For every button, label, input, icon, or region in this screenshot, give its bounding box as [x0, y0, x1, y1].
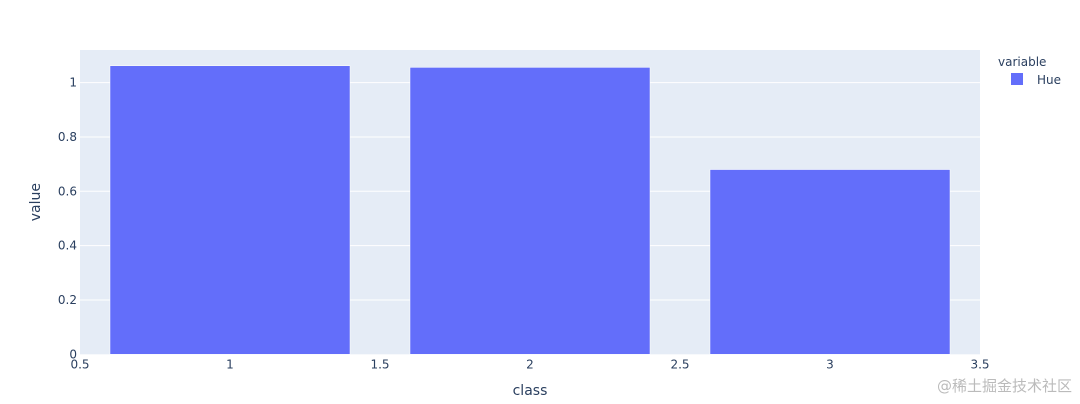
x-tick-label: 3 [826, 357, 834, 371]
bar [709, 169, 951, 355]
x-axis-title: class [513, 383, 548, 399]
y-tick-label: 0 [69, 347, 77, 361]
x-tick-label: 2 [526, 357, 534, 371]
x-tick-label: 1 [226, 357, 234, 371]
legend-label: Hue [1037, 73, 1061, 87]
bar [409, 67, 651, 355]
bar [109, 65, 351, 355]
watermark: @稀土掘金技术社区 [936, 377, 1072, 395]
legend-swatch [1011, 73, 1023, 85]
x-tick-label: 2.5 [670, 357, 689, 371]
y-tick-label: 1 [69, 76, 77, 90]
y-tick-label: 0.4 [58, 239, 77, 253]
y-tick-label: 0.2 [58, 293, 77, 307]
y-axis-title: value [28, 183, 44, 221]
x-tick-label: 1.5 [370, 357, 389, 371]
x-tick-label: 0.5 [70, 357, 89, 371]
x-tick-label: 3.5 [970, 357, 989, 371]
y-tick-label: 0.6 [58, 184, 77, 198]
legend-title: variable [998, 55, 1046, 69]
y-tick-label: 0.8 [58, 130, 77, 144]
